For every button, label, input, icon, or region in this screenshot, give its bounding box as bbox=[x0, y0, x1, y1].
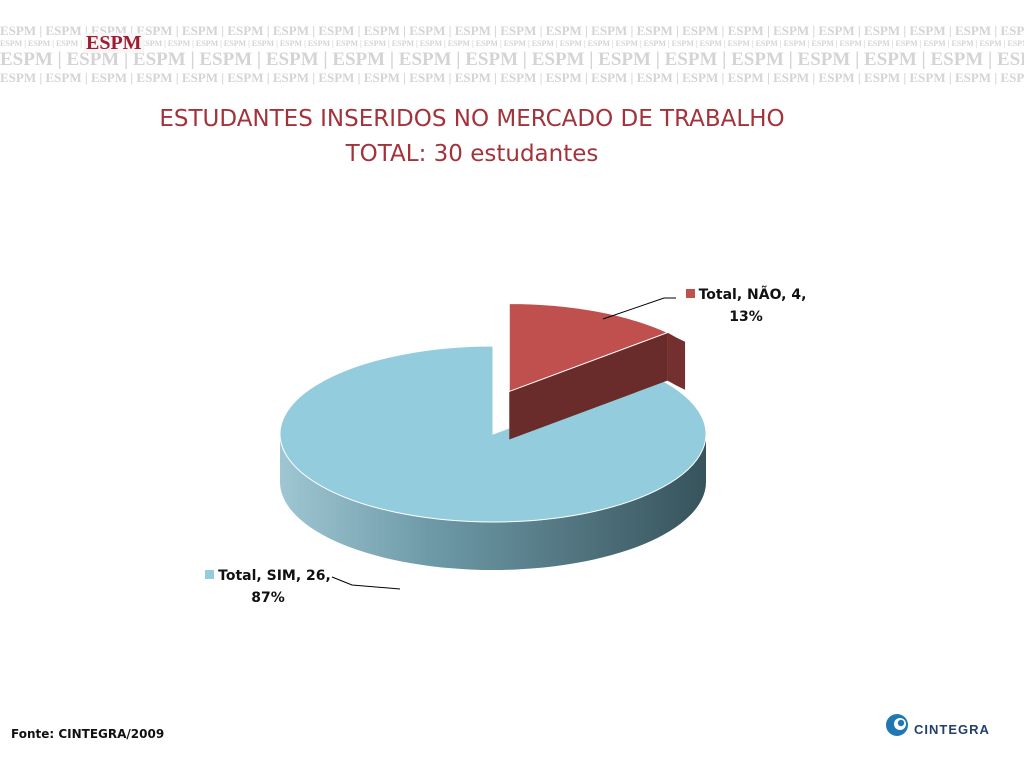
banner-row: ESPM | ESPM | ESPM | ESPM | ESPM | ESPM … bbox=[0, 49, 1024, 70]
pie-slice-nao-side bbox=[667, 332, 686, 390]
slice-label-sim: Total, SIM, 26, 87% bbox=[198, 565, 338, 609]
source-note: Fonte: CINTEGRA/2009 bbox=[11, 727, 165, 741]
chart-subtitle: TOTAL: 30 estudantes bbox=[345, 141, 599, 167]
cintegra-logo-icon bbox=[886, 714, 908, 736]
pie-slice-sim-side bbox=[280, 434, 706, 570]
banner-row: ESPM | ESPM | ESPM | ESPM | ESPM | ESPM … bbox=[0, 70, 1024, 85]
slice-label-sim-line1: Total, SIM, 26, bbox=[218, 568, 331, 584]
cintegra-logo-text: CINTEGRA bbox=[914, 722, 990, 737]
espm-brand-logo: ESPM bbox=[84, 32, 144, 54]
banner-row: ESPM | ESPM | ESPM | ESPM | ESPM | ESPM … bbox=[0, 23, 1024, 38]
pie-slice-nao bbox=[508, 302, 669, 393]
legend-swatch-sim bbox=[205, 570, 215, 579]
espm-banner: ESPM | ESPM | ESPM | ESPM | ESPM | ESPM … bbox=[0, 18, 1024, 86]
slice-label-nao-line1: Total, NÃO, 4, bbox=[698, 287, 807, 303]
slice-label-nao-percent: 13% bbox=[729, 309, 763, 325]
pie-slice-sim bbox=[279, 345, 707, 523]
legend-swatch-nao bbox=[685, 289, 695, 298]
slice-label-nao: Total, NÃO, 4, 13% bbox=[676, 284, 816, 328]
slice-label-sim-percent: 87% bbox=[251, 590, 285, 606]
leader-line-sim bbox=[331, 576, 401, 590]
banner-row: ESPM | ESPM | ESPM | ESPM | ESPM | ESPM … bbox=[0, 39, 1024, 48]
pie-slice-nao-wall bbox=[509, 332, 668, 440]
leader-line-nao bbox=[602, 297, 676, 320]
chart-title: ESTUDANTES INSERIDOS NO MERCADO DE TRABA… bbox=[159, 106, 785, 132]
